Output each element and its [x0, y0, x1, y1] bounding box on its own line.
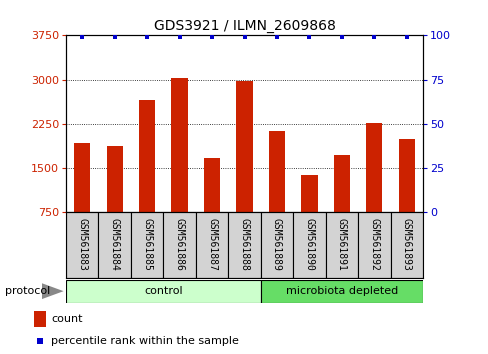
Text: GSM561887: GSM561887: [206, 218, 217, 270]
Point: [240, 34, 248, 40]
Bar: [139, 100, 155, 257]
Text: protocol: protocol: [5, 286, 50, 296]
Text: GSM561888: GSM561888: [239, 218, 249, 270]
Point: [369, 34, 377, 40]
Text: GSM561884: GSM561884: [109, 218, 120, 270]
Point: [402, 34, 410, 40]
Title: GDS3921 / ILMN_2609868: GDS3921 / ILMN_2609868: [153, 19, 335, 33]
Text: GSM561891: GSM561891: [336, 218, 346, 270]
Point: [111, 34, 119, 40]
Polygon shape: [41, 283, 63, 299]
Bar: [66, 280, 260, 303]
Point: [337, 34, 345, 40]
Text: percentile rank within the sample: percentile rank within the sample: [51, 336, 239, 346]
Bar: [260, 212, 293, 278]
Text: GSM561883: GSM561883: [77, 218, 87, 270]
Bar: [228, 212, 260, 278]
Text: GSM561892: GSM561892: [368, 218, 379, 270]
Point: [305, 34, 313, 40]
Bar: [293, 212, 325, 278]
Point: [272, 34, 280, 40]
Bar: [366, 123, 382, 257]
Bar: [333, 155, 349, 257]
Bar: [325, 212, 357, 278]
Point: [208, 34, 216, 40]
Bar: [131, 212, 163, 278]
Point: [36, 338, 44, 344]
Bar: [357, 212, 390, 278]
Bar: [236, 81, 252, 257]
Bar: [34, 311, 46, 327]
Bar: [74, 143, 90, 257]
Text: GSM561890: GSM561890: [304, 218, 314, 270]
Point: [143, 34, 151, 40]
Bar: [171, 79, 187, 257]
Text: GSM561885: GSM561885: [142, 218, 152, 270]
Bar: [203, 158, 220, 257]
Text: GSM561893: GSM561893: [401, 218, 411, 270]
Bar: [390, 212, 422, 278]
Bar: [398, 139, 414, 257]
Text: microbiota depleted: microbiota depleted: [285, 286, 397, 296]
Text: GSM561889: GSM561889: [271, 218, 282, 270]
Bar: [106, 146, 122, 257]
Bar: [98, 212, 131, 278]
Text: control: control: [144, 286, 183, 296]
Bar: [66, 212, 98, 278]
Bar: [301, 175, 317, 257]
Text: GSM561886: GSM561886: [174, 218, 184, 270]
Point: [175, 34, 183, 40]
Bar: [195, 212, 228, 278]
Bar: [163, 212, 195, 278]
Bar: [268, 131, 285, 257]
Text: count: count: [51, 314, 82, 324]
Bar: [260, 280, 422, 303]
Point: [78, 34, 86, 40]
